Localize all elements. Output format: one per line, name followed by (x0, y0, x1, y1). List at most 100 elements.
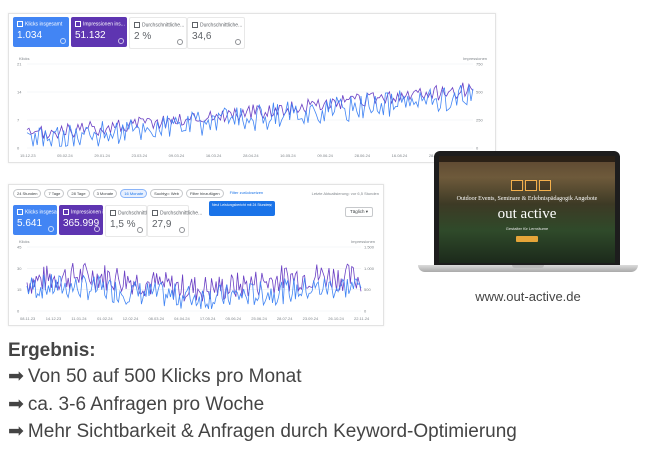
metric-card-clicks[interactable]: Klicks insgesamt 5.641 (13, 205, 62, 235)
x-tick-label: 08.11.23 (20, 316, 36, 321)
x-tick-label: 28.06.24 (355, 153, 371, 158)
x-tick-label: 16.05.24 (280, 153, 296, 158)
left-tick-label: 14 (17, 90, 22, 95)
x-tick-label: 12.02.24 (123, 316, 139, 321)
x-tick-label: 05.06.24 (226, 316, 242, 321)
checkbox-icon (75, 21, 81, 27)
checkbox-icon (17, 209, 23, 215)
left-axis-title: Klicks (19, 56, 29, 61)
result-line-3: ➡ Mehr Sichtbarkeit & Anfragen durch Keyw… (8, 420, 517, 443)
result-line-2: ➡ ca. 3-6 Anfragen pro Woche (8, 393, 264, 416)
website-brand: out active (497, 206, 557, 222)
add-filter-chip[interactable]: Filter hinzufügen (186, 189, 224, 198)
performance-dashboard-top: Klicks insgesamt 1.034 Impressionen ins.… (8, 13, 496, 163)
checkbox-icon (17, 21, 23, 27)
metric-label: Durchschnittliche... (118, 210, 161, 217)
x-tick-label: 01.02.24 (97, 316, 113, 321)
impressions-line (26, 262, 362, 302)
x-tick-label: 26.10.24 (328, 316, 344, 321)
checkbox-icon (134, 22, 140, 28)
help-icon (48, 226, 54, 232)
right-tick-label: 750 (476, 62, 483, 67)
chevron-down-icon: ▾ (365, 209, 368, 214)
metric-card-clicks[interactable]: Klicks insgesamt 1.034 (13, 17, 69, 47)
right-tick-label: 500 (364, 287, 371, 292)
right-tick-label: 1.500 (364, 245, 375, 250)
metric-card-ctr[interactable]: Durchschnittliche... 2 % (129, 17, 187, 49)
left-tick-label: 21 (17, 62, 22, 67)
metric-label: Durchschnittliche... (142, 22, 185, 29)
laptop-screen: Outdoor Events, Seminare & Erlebnispädag… (434, 151, 620, 265)
website-logo-icon (511, 180, 551, 191)
clicks-line (26, 274, 362, 310)
range-chip-3m[interactable]: 3 Monate (92, 189, 118, 198)
x-tick-label: 28.07.24 (277, 316, 293, 321)
left-tick-label: 0 (17, 146, 20, 151)
metric-value: 34,6 (192, 31, 212, 42)
x-tick-label: 11.01.24 (71, 316, 87, 321)
left-tick-label: 30 (17, 266, 22, 271)
metric-label: Impressionen ins... (71, 209, 113, 216)
metric-value: 1,5 % (110, 219, 136, 230)
right-tick-label: 0 (364, 309, 367, 314)
metric-card-impressions[interactable]: Impressionen ins... 365.999 (59, 205, 113, 235)
metric-card-position[interactable]: Durchschnittliche... 27,9 (147, 205, 202, 237)
x-tick-label: 05.02.24 (57, 153, 73, 158)
left-tick-label: 0 (17, 309, 20, 314)
x-tick-label: 25.06.24 (251, 316, 267, 321)
right-tick-label: 0 (476, 146, 479, 151)
metric-card-ctr[interactable]: Durchschnittliche... 1,5 % (105, 205, 160, 237)
range-chip-28d[interactable]: 28 Tage (67, 189, 90, 198)
x-tick-label: 23.09.24 (303, 316, 319, 321)
x-tick-label: 14.12.23 (46, 316, 62, 321)
arrow-right-icon: ➡ (8, 421, 24, 442)
metric-card-impressions[interactable]: Impressionen ins... 51.132 (71, 17, 127, 47)
result-text: Mehr Sichtbarkeit & Anfragen durch Keywo… (27, 421, 517, 442)
help-icon (235, 39, 241, 45)
reset-filter-link[interactable]: Filter zurücksetzen (229, 190, 264, 195)
result-text: Von 50 auf 500 Klicks pro Monat (27, 366, 302, 387)
website-url: www.out-active.de (475, 289, 581, 304)
checkbox-icon (110, 210, 116, 216)
x-tick-label: 22.11.24 (354, 316, 370, 321)
metric-label: Klicks insgesamt (25, 209, 63, 216)
left-axis-title: Klicks (19, 239, 29, 244)
range-chip-7d[interactable]: 7 Tage (44, 189, 65, 198)
metric-value: 1.034 (17, 30, 43, 41)
range-chip-16m[interactable]: 16 Monate (120, 189, 148, 198)
metric-label: Durchschnittliche... (160, 210, 203, 217)
metric-value: 2 % (134, 31, 152, 42)
metric-label: Impressionen ins... (83, 21, 125, 28)
help-icon (137, 227, 143, 233)
website-cta-button (516, 236, 538, 242)
date-range-toolbar: 24 Stunden 7 Tage 28 Tage 3 Monate 16 Mo… (13, 189, 266, 198)
x-tick-label: 23.03.24 (132, 153, 148, 158)
laptop-base (418, 265, 638, 272)
metric-label: Klicks insgesamt (25, 21, 63, 28)
result-text: ca. 3-6 Anfragen pro Woche (27, 394, 265, 415)
last-update-text: Letzte Aktualisierung: vor 6,5 Stunden (311, 191, 379, 196)
metric-card-position[interactable]: Durchschnittliche... 34,6 (187, 17, 245, 49)
metric-value: 27,9 (152, 219, 172, 230)
x-tick-label: 29.01.24 (94, 153, 110, 158)
x-tick-label: 16.08.24 (392, 153, 408, 158)
arrow-right-icon: ➡ (8, 366, 24, 387)
website-screenshot: Outdoor Events, Seminare & Erlebnispädag… (439, 156, 615, 263)
close-icon[interactable]: × (269, 203, 272, 209)
left-tick-label: 15 (17, 287, 22, 292)
right-axis-title: Impressionen (351, 239, 375, 244)
x-tick-label: 09.06.24 (317, 153, 333, 158)
dropdown-value: Täglich (349, 209, 365, 214)
tooltip-text: Neu! Leistungsbericht mit 24 Stunden (212, 203, 271, 207)
granularity-dropdown[interactable]: Täglich ▾ (344, 207, 373, 217)
impressions-line (26, 82, 474, 140)
range-chip-24h[interactable]: 24 Stunden (13, 189, 42, 198)
help-icon (177, 39, 183, 45)
search-type-chip[interactable]: Suchtyp: Web (150, 189, 183, 198)
performance-dashboard-bottom: 24 Stunden 7 Tage 28 Tage 3 Monate 16 Mo… (8, 184, 384, 326)
checkbox-icon (152, 210, 158, 216)
x-tick-label: 17.05.24 (200, 316, 216, 321)
help-icon (94, 226, 100, 232)
